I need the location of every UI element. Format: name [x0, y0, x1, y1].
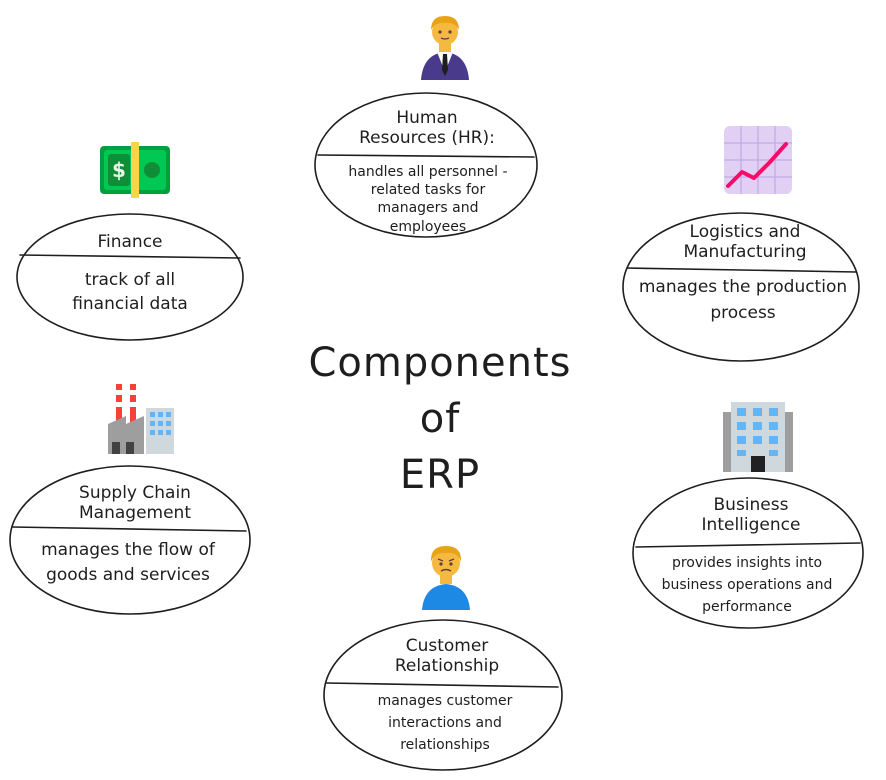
crm-divider — [325, 682, 559, 688]
title-line-1: Components — [308, 340, 572, 386]
svg-text:$: $ — [112, 158, 126, 182]
crm-title: Customer Relationship — [394, 636, 500, 677]
hr-title: Human Resources (HR): — [359, 108, 495, 149]
finance-title: Finance — [97, 232, 163, 252]
logistics-title: Logistics and Manufacturing — [683, 222, 807, 263]
diagram-title: Components of ERP — [300, 335, 580, 503]
crm-ellipse — [323, 619, 563, 771]
bi-description: provides insights into business operatio… — [661, 555, 833, 615]
logistics-divider — [626, 267, 857, 273]
chart-increasing-icon — [724, 126, 792, 194]
bi-ellipse — [632, 477, 864, 629]
office-building-icon — [723, 402, 793, 472]
hr-divider — [317, 154, 535, 158]
office-worker-icon — [421, 16, 469, 80]
finance-divider — [19, 254, 241, 259]
finance-ellipse — [16, 213, 244, 341]
title-line-2: of — [419, 396, 461, 442]
finance-description: track of all financial data — [72, 270, 188, 314]
hr-description: handles all personnel -related tasks for… — [348, 164, 508, 235]
logistics-description: manages the production process — [638, 277, 848, 323]
bi-divider — [635, 542, 861, 548]
money-bill-icon: $ — [100, 142, 170, 198]
supply-chain-divider — [11, 526, 247, 532]
supply-chain-title: Supply Chain Management — [79, 483, 191, 524]
supply-chain-description: manages the flow of goods and services — [41, 540, 215, 585]
logistics-ellipse — [622, 212, 860, 362]
hr-ellipse — [314, 92, 538, 238]
crm-description: manages customer interactions and relati… — [377, 693, 513, 753]
bi-title: Business Intelligence — [701, 495, 801, 536]
title-line-3: ERP — [399, 452, 481, 498]
person-frowning-icon — [422, 546, 470, 610]
supply-chain-ellipse — [9, 465, 251, 615]
factory-icon — [108, 384, 174, 454]
